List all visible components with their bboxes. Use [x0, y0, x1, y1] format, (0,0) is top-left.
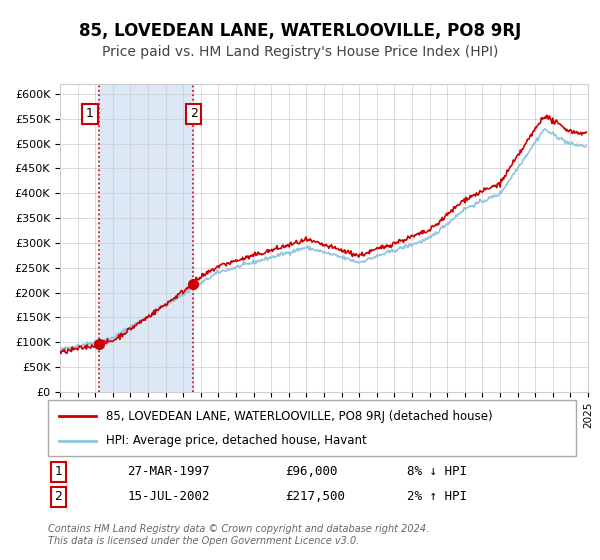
Text: £217,500: £217,500 — [286, 491, 346, 503]
Text: Contains HM Land Registry data © Crown copyright and database right 2024.
This d: Contains HM Land Registry data © Crown c… — [48, 524, 429, 546]
Text: 15-JUL-2002: 15-JUL-2002 — [127, 491, 210, 503]
FancyBboxPatch shape — [48, 400, 576, 456]
Text: HPI: Average price, detached house, Havant: HPI: Average price, detached house, Hava… — [106, 434, 367, 447]
Text: 1: 1 — [55, 465, 62, 478]
Text: 2: 2 — [55, 491, 62, 503]
Bar — [99, 84, 193, 392]
Text: 85, LOVEDEAN LANE, WATERLOOVILLE, PO8 9RJ (detached house): 85, LOVEDEAN LANE, WATERLOOVILLE, PO8 9R… — [106, 409, 493, 423]
Text: 85, LOVEDEAN LANE, WATERLOOVILLE, PO8 9RJ: 85, LOVEDEAN LANE, WATERLOOVILLE, PO8 9R… — [79, 22, 521, 40]
Text: 1: 1 — [86, 108, 94, 120]
Text: Price paid vs. HM Land Registry's House Price Index (HPI): Price paid vs. HM Land Registry's House … — [102, 45, 498, 59]
Text: 2: 2 — [190, 108, 197, 120]
Text: 2% ↑ HPI: 2% ↑ HPI — [407, 491, 467, 503]
Text: 27-MAR-1997: 27-MAR-1997 — [127, 465, 210, 478]
Text: 8% ↓ HPI: 8% ↓ HPI — [407, 465, 467, 478]
Text: £96,000: £96,000 — [286, 465, 338, 478]
